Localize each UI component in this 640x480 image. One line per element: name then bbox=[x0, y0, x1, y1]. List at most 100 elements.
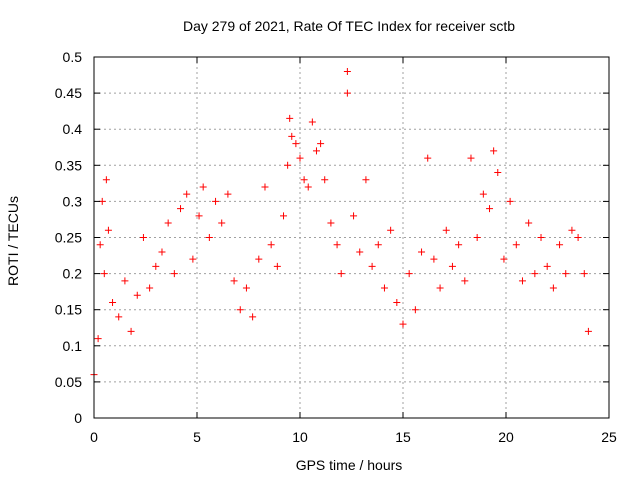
plot-frame bbox=[93, 56, 610, 419]
data-point bbox=[127, 327, 135, 335]
y-tick-label: 0.35 bbox=[55, 157, 82, 173]
y-tick-label: 0.3 bbox=[63, 193, 83, 209]
y-tick-label: 0.4 bbox=[63, 121, 83, 137]
data-point bbox=[286, 114, 294, 122]
y-tick-label: 0.25 bbox=[55, 230, 82, 246]
data-point bbox=[494, 169, 502, 177]
data-point bbox=[343, 89, 351, 97]
data-point bbox=[218, 219, 226, 227]
data-point bbox=[121, 277, 129, 285]
data-point bbox=[199, 183, 207, 191]
data-point bbox=[543, 262, 551, 270]
y-axis-label: ROTI / TECUs bbox=[5, 196, 21, 286]
data-point bbox=[362, 176, 370, 184]
data-point bbox=[518, 277, 526, 285]
data-point bbox=[321, 176, 329, 184]
data-point bbox=[312, 147, 320, 155]
data-point bbox=[424, 154, 432, 162]
x-axis-ticks: 0 5 10 15 20 25 bbox=[90, 57, 617, 445]
data-point bbox=[308, 118, 316, 126]
data-point bbox=[292, 140, 300, 148]
data-point bbox=[473, 234, 481, 241]
y-axis-ticks: 0 0.05 0.1 0.15 0.2 0.25 0.3 0.35 0.4 0.45 0.5 bbox=[55, 49, 609, 426]
data-point bbox=[393, 298, 401, 306]
data-point bbox=[261, 183, 269, 191]
y-tick-label: 0.15 bbox=[55, 302, 82, 318]
data-point bbox=[350, 212, 358, 220]
data-point bbox=[399, 320, 407, 328]
data-point bbox=[500, 255, 508, 263]
data-point bbox=[537, 234, 545, 241]
plot-border bbox=[93, 56, 610, 419]
data-point bbox=[170, 270, 178, 278]
data-point bbox=[574, 234, 582, 241]
data-point bbox=[255, 255, 263, 263]
data-point bbox=[236, 306, 244, 314]
data-point bbox=[224, 190, 232, 198]
data-point bbox=[436, 284, 444, 292]
data-point bbox=[580, 270, 588, 278]
y-tick-label: 0.45 bbox=[55, 85, 82, 101]
data-point bbox=[531, 270, 539, 278]
data-point bbox=[288, 132, 296, 140]
data-point bbox=[249, 313, 257, 321]
data-point bbox=[356, 248, 364, 256]
data-point bbox=[177, 205, 185, 213]
data-point bbox=[109, 298, 117, 306]
data-point bbox=[562, 270, 570, 278]
data-point bbox=[442, 226, 450, 234]
data-point bbox=[568, 226, 576, 234]
data-point bbox=[405, 270, 413, 278]
x-tick-label: 10 bbox=[292, 429, 308, 445]
data-point bbox=[506, 197, 514, 205]
data-point bbox=[273, 262, 281, 270]
data-point bbox=[267, 241, 275, 249]
grid-lines bbox=[94, 57, 609, 418]
data-point bbox=[461, 277, 469, 285]
data-point bbox=[556, 241, 564, 249]
data-point bbox=[374, 241, 382, 249]
x-tick-label: 15 bbox=[395, 429, 411, 445]
data-point bbox=[333, 241, 341, 249]
data-point bbox=[387, 226, 395, 234]
data-point bbox=[418, 248, 426, 256]
data-point bbox=[280, 212, 288, 220]
data-point bbox=[104, 226, 112, 234]
data-point bbox=[195, 212, 203, 220]
data-point bbox=[317, 140, 325, 148]
data-point bbox=[133, 291, 141, 299]
data-point bbox=[189, 255, 197, 263]
data-point bbox=[304, 183, 312, 191]
data-point bbox=[512, 241, 520, 249]
x-tick-label: 5 bbox=[193, 429, 201, 445]
x-tick-label: 0 bbox=[90, 429, 98, 445]
data-point bbox=[300, 176, 308, 184]
data-point bbox=[525, 219, 533, 227]
data-point bbox=[430, 255, 438, 263]
chart-title: Day 279 of 2021, Rate Of TEC Index for r… bbox=[183, 18, 515, 34]
y-tick-label: 0.1 bbox=[63, 338, 83, 354]
x-axis-label: GPS time / hours bbox=[296, 457, 403, 473]
data-point bbox=[205, 234, 213, 241]
data-point bbox=[490, 147, 498, 155]
data-point bbox=[100, 270, 108, 278]
data-point bbox=[448, 262, 456, 270]
data-point bbox=[411, 306, 419, 314]
data-point bbox=[212, 197, 220, 205]
data-point bbox=[455, 241, 463, 249]
y-tick-label: 0.5 bbox=[63, 49, 83, 65]
data-point bbox=[467, 154, 475, 162]
data-point bbox=[242, 284, 250, 292]
data-point bbox=[486, 205, 494, 213]
x-tick-label: 20 bbox=[498, 429, 514, 445]
data-point bbox=[102, 176, 110, 184]
data-point bbox=[584, 327, 592, 335]
data-point bbox=[230, 277, 238, 285]
data-points bbox=[90, 67, 592, 379]
data-point bbox=[479, 190, 487, 198]
data-point bbox=[96, 241, 104, 249]
data-point bbox=[164, 219, 172, 227]
data-point bbox=[296, 154, 304, 162]
data-point bbox=[327, 219, 335, 227]
